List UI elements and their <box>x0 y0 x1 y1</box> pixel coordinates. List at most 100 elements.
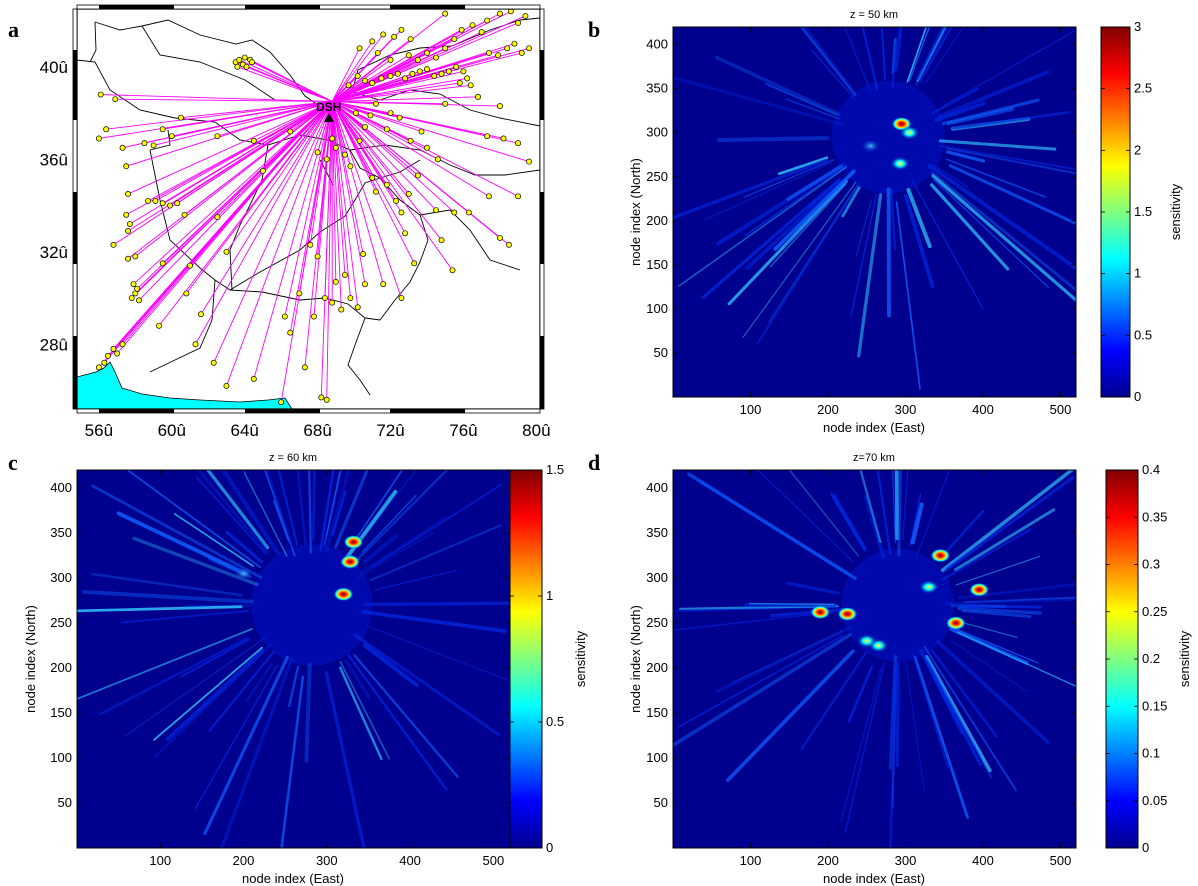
event-marker <box>250 137 257 144</box>
colorbar-tick-label: 0.15 <box>1142 698 1167 713</box>
sensitivity-streak <box>923 646 1017 792</box>
sensitivity-streak <box>911 180 984 310</box>
heatmap-panel-d: z=70 km node index (East) node index (No… <box>628 452 1192 886</box>
sensitivity-streak <box>347 470 449 570</box>
event-marker <box>183 290 190 297</box>
sensitivity-streak <box>219 657 294 848</box>
sensitivity-streak <box>799 27 857 96</box>
sensitivity-hotspots-c <box>233 535 364 602</box>
sensitivity-streak <box>82 590 254 604</box>
sensitivity-streak <box>353 654 459 778</box>
event-marker <box>287 128 294 135</box>
event-marker <box>223 248 230 255</box>
ray-path <box>184 101 333 216</box>
sensitivity-streak <box>906 187 932 249</box>
event-marker <box>526 158 533 165</box>
sensitivity-streak <box>952 110 1071 130</box>
ray-path <box>213 101 333 363</box>
ray-path <box>331 101 351 299</box>
sensitivity-streak <box>930 171 1076 292</box>
event-marker <box>159 126 166 133</box>
sensitivity-streak <box>925 656 993 779</box>
sensitivity-streak <box>903 194 935 289</box>
sensitivity-streak <box>863 494 886 560</box>
event-marker <box>125 191 131 197</box>
x-tick-label: 400 <box>972 402 994 417</box>
event-marker <box>101 359 108 366</box>
sensitivity-streak <box>788 470 860 557</box>
colorbar-ticks-c: 0 0.5 1 1.5 <box>510 462 564 855</box>
event-marker <box>418 128 425 135</box>
sensitivity-streak <box>220 470 281 556</box>
event-marker <box>352 110 359 116</box>
ray-path <box>133 101 333 285</box>
sensitivity-hotspot <box>890 156 911 171</box>
y-tick-label: 400 <box>646 480 668 495</box>
event-marker <box>123 163 130 170</box>
y-tick-label: 200 <box>50 660 72 675</box>
event-marker <box>369 38 376 45</box>
sensitivity-streak <box>891 470 897 544</box>
event-marker <box>134 285 141 292</box>
ray-path <box>331 101 366 285</box>
panel-label-b: b <box>588 17 600 42</box>
event-marker <box>407 36 414 43</box>
y-tick-label: 350 <box>646 525 668 540</box>
sensitivity-streak <box>195 476 266 554</box>
sensitivity-streak <box>370 524 502 582</box>
axis-ticks-d: 100 200 300 400 500 50 100 150 200 250 300 350 400 <box>646 470 1076 868</box>
sensitivity-streak <box>205 470 270 550</box>
event-marker <box>150 142 157 149</box>
event-marker <box>125 255 131 262</box>
sensitivity-streak <box>311 470 316 541</box>
sensitivity-streak <box>324 671 366 848</box>
sensitivity-streak <box>841 186 861 218</box>
ray-path <box>106 101 333 130</box>
sensitivity-hotspot <box>333 587 354 602</box>
sensitivity-streak <box>280 675 305 848</box>
map-panel: DSH 56û 60û 64û 68û 72û 76û 80û 40û 36û 32û 28û <box>40 4 551 440</box>
event-marker <box>105 352 111 359</box>
sensitivity-streak <box>726 649 855 782</box>
event-marker <box>234 63 241 70</box>
y-tick-label: 300 <box>50 570 72 585</box>
event-marker <box>307 241 314 248</box>
x-tick-label: 400 <box>972 853 994 868</box>
ray-path <box>153 101 333 146</box>
event-marker <box>469 22 476 29</box>
sensitivity-streak <box>359 516 447 575</box>
colorbar-tick-label: 0.5 <box>1134 327 1152 342</box>
event-marker <box>372 188 379 195</box>
sensitivity-streak <box>764 82 838 116</box>
map-y-tick-label: 40û <box>40 58 68 77</box>
event-marker <box>387 110 394 116</box>
ray-path <box>331 41 373 102</box>
sensitivity-streak <box>703 162 833 221</box>
event-marker <box>318 394 325 401</box>
sensitivity-streak <box>203 655 289 836</box>
map-x-tick-label: 60û <box>158 421 186 440</box>
event-marker <box>407 137 414 144</box>
sensitivity-streak <box>895 27 903 72</box>
event-marker <box>433 207 440 214</box>
y-tick-label: 400 <box>50 480 72 495</box>
axis-ticks-c: 100 200 300 400 500 50 100 150 200 250 300 350 400 <box>50 470 510 868</box>
sensitivity-streak <box>319 470 335 552</box>
event-marker <box>210 359 217 366</box>
event-marker <box>431 73 438 80</box>
ray-path <box>331 101 337 148</box>
event-marker <box>451 209 458 216</box>
sensitivity-streak <box>673 611 834 631</box>
event-marker <box>526 45 533 52</box>
map-y-ticks: 40û 36û 32û 28û <box>40 58 68 354</box>
ray-path <box>162 101 333 204</box>
ray-path <box>326 101 333 400</box>
sensitivity-streak <box>353 633 501 737</box>
event-marker <box>347 163 354 170</box>
y-tick-label: 100 <box>646 750 668 765</box>
event-marker <box>301 364 308 371</box>
event-marker <box>414 172 421 179</box>
event-marker <box>515 140 522 147</box>
ray-path <box>331 101 442 241</box>
y-tick-label: 150 <box>646 257 668 272</box>
